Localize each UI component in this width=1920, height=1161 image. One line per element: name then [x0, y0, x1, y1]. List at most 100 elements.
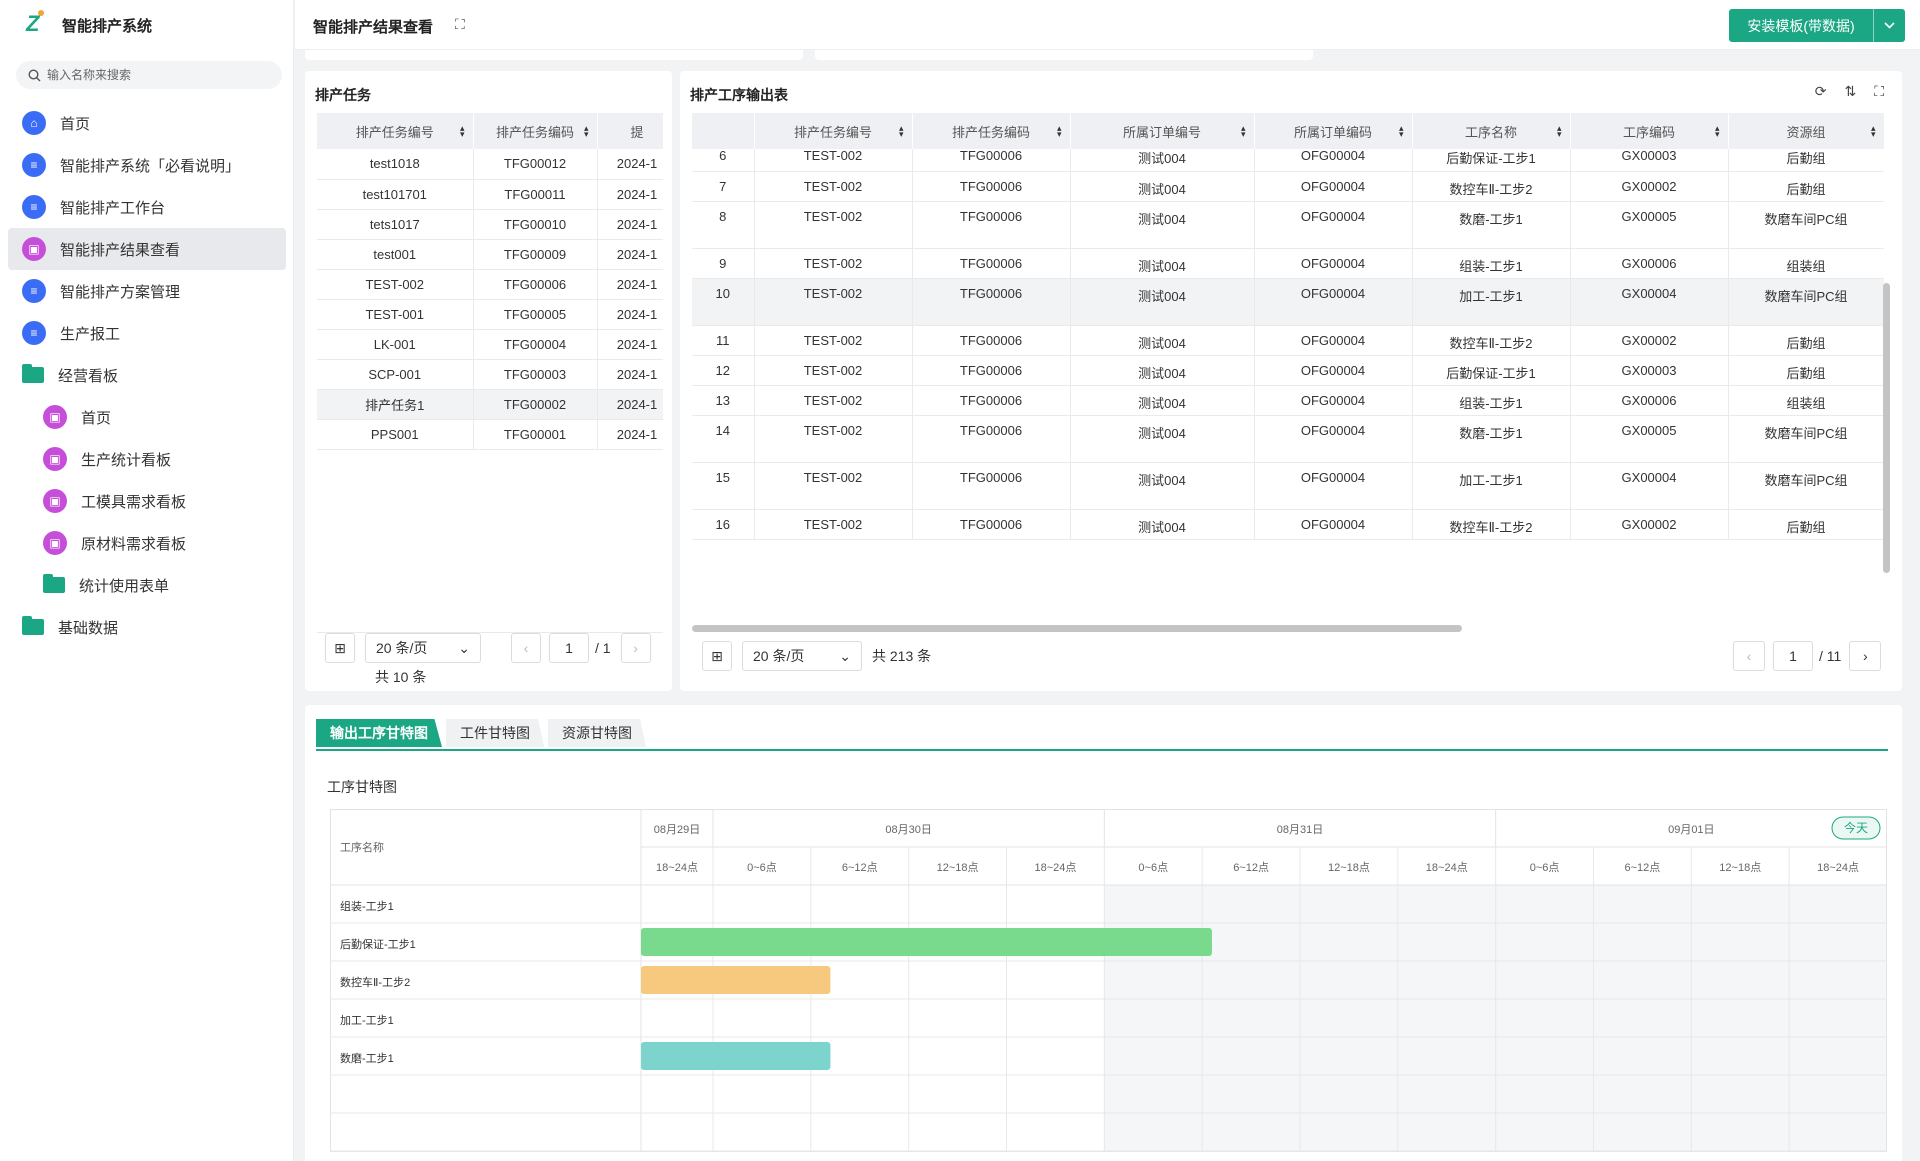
sidebar-item-10[interactable]: ▣ 原材料需求看板	[8, 522, 286, 564]
sidebar-item-1[interactable]: ≡ 智能排产系统「必看说明」	[8, 144, 286, 186]
next-page-button[interactable]: ›	[620, 633, 651, 663]
column-settings-icon[interactable]: ⊞	[325, 633, 355, 663]
table-cell: 后勤组	[1728, 149, 1884, 172]
sort-icon[interactable]: ▴ ▾	[898, 123, 904, 139]
sidebar-item-0[interactable]: ⌂ 首页	[8, 102, 286, 144]
screen-icon: ▣	[43, 531, 67, 555]
output-column-header[interactable]: 资源组 ▴ ▾	[1728, 113, 1885, 149]
sidebar-item-5[interactable]: ≡ 生产报工	[8, 312, 286, 354]
table-row[interactable]: 14 TEST-002 TFG00006 测试004 OFG00004 数磨-工步1 GX0…	[692, 415, 1884, 463]
table-row[interactable]: PPS001 TFG00001 2024-1	[317, 419, 663, 450]
table-row[interactable]: 13 TEST-002 TFG00006 测试004 OFG00004 组装-工步1 GX0…	[692, 385, 1884, 416]
table-row[interactable]: 10 TEST-002 TFG00006 测试004 OFG00004 加工-工步1 GX0…	[692, 278, 1884, 326]
table-row[interactable]: 16 TEST-002 TFG00006 测试004 OFG00004 数控车Ⅱ-工步2 G…	[692, 509, 1884, 540]
output-page-input[interactable]: 1	[1773, 641, 1813, 671]
chevron-down-icon[interactable]	[1873, 9, 1905, 42]
tasks-column-header[interactable]: 排产任务编码 ▴ ▾	[473, 113, 598, 149]
screen-icon: ▣	[43, 405, 67, 429]
table-cell: 组装-工步1	[1412, 248, 1571, 279]
sidebar-item-label: 智能排产系统「必看说明」	[60, 157, 241, 175]
tasks-page-size-select[interactable]: 20 条/页 ⌄	[365, 633, 481, 663]
table-row[interactable]: TEST-002 TFG00006 2024-1	[317, 269, 663, 300]
table-row[interactable]: TEST-001 TFG00005 2024-1	[317, 299, 663, 330]
output-column-header[interactable]: 排产任务编码 ▴ ▾	[912, 113, 1071, 149]
table-row[interactable]: SCP-001 TFG00003 2024-1	[317, 359, 663, 390]
table-row[interactable]: 15 TEST-002 TFG00006 测试004 OFG00004 加工-工步1 GX0…	[692, 462, 1884, 510]
sidebar-item-2[interactable]: ≡ 智能排产工作台	[8, 186, 286, 228]
sort-icon[interactable]: ▴ ▾	[1398, 123, 1404, 139]
sidebar-item-7[interactable]: ▣ 首页	[8, 396, 286, 438]
column-height-icon[interactable]: ⇅	[1844, 83, 1857, 99]
table-cell: GX00004	[1570, 462, 1729, 510]
output-column-header[interactable]: 所属订单编码 ▴ ▾	[1254, 113, 1413, 149]
table-cell: 数磨车间PC组	[1728, 201, 1884, 249]
search-input[interactable]	[47, 68, 267, 82]
prev-page-button[interactable]: ‹	[511, 633, 541, 663]
table-row[interactable]: LK-001 TFG00004 2024-1	[317, 329, 663, 360]
today-button[interactable]	[1831, 816, 1881, 840]
tasks-column-header[interactable]: 排产任务编号 ▴ ▾	[317, 113, 474, 149]
table-row[interactable]: 9 TEST-002 TFG00006 测试004 OFG00004 组装-工步1 GX00…	[692, 248, 1884, 279]
fullscreen-icon[interactable]: ⛶	[455, 16, 465, 32]
table-row[interactable]: test001 TFG00009 2024-1	[317, 239, 663, 270]
table-cell: 测试004	[1070, 415, 1255, 463]
sort-icon[interactable]: ▴ ▾	[583, 123, 589, 139]
table-cell: TFG00006	[912, 201, 1071, 249]
horizontal-scrollbar[interactable]	[692, 625, 1462, 632]
sidebar-item-6[interactable]: 经营看板	[8, 354, 286, 396]
output-column-header[interactable]: 工序编码 ▴ ▾	[1570, 113, 1729, 149]
tasks-page-input[interactable]: 1	[549, 633, 589, 663]
sidebar-item-11[interactable]: 统计使用表单	[8, 564, 286, 606]
sidebar-item-3[interactable]: ▣ 智能排产结果查看	[8, 228, 286, 270]
screen-icon: ▣	[43, 447, 67, 471]
prev-page-button[interactable]: ‹	[1733, 641, 1765, 671]
doc-icon: ≡	[22, 279, 46, 303]
gantt-tab[interactable]: 工件甘特图	[446, 719, 544, 747]
table-row[interactable]: test101701 TFG00011 2024-1	[317, 179, 663, 210]
table-row[interactable]: 排产任务1 TFG00002 2024-1	[317, 389, 663, 420]
sidebar-item-label: 生产报工	[60, 325, 121, 343]
table-row[interactable]: 12 TEST-002 TFG00006 测试004 OFG00004 后勤保证-工步1 G…	[692, 355, 1884, 386]
table-row[interactable]: 6 TEST-002 TFG00006 测试004 OFG00004 后勤保证-工步1 GX…	[692, 149, 1884, 172]
table-cell: TEST-002	[754, 415, 913, 463]
vertical-scrollbar[interactable]	[1883, 283, 1890, 573]
refresh-icon[interactable]: ⟳	[1814, 83, 1827, 99]
table-row[interactable]: 11 TEST-002 TFG00006 测试004 OFG00004 数控车Ⅱ-工步2 G…	[692, 325, 1884, 356]
table-row[interactable]: 7 TEST-002 TFG00006 测试004 OFG00004 数控车Ⅱ-工步2 GX…	[692, 171, 1884, 202]
table-row[interactable]: test1018 TFG00012 2024-1	[317, 149, 663, 180]
table-cell: TEST-002	[754, 385, 913, 416]
sort-icon[interactable]: ▴ ▾	[1870, 123, 1876, 139]
sidebar-item-4[interactable]: ≡ 智能排产方案管理	[8, 270, 286, 312]
gantt-tab[interactable]: 资源甘特图	[548, 719, 646, 747]
column-header-label: 排产任务编号	[793, 124, 872, 140]
sort-icon[interactable]: ▴ ▾	[459, 123, 465, 139]
install-template-button[interactable]: 安装模板(带数据)	[1729, 9, 1905, 42]
sidebar-item-9[interactable]: ▣ 工模具需求看板	[8, 480, 286, 522]
table-row[interactable]: 8 TEST-002 TFG00006 测试004 OFG00004 数磨-工步1 GX00…	[692, 201, 1884, 249]
sort-icon[interactable]: ▴ ▾	[1056, 123, 1062, 139]
sort-icon[interactable]: ▴ ▾	[1556, 123, 1562, 139]
output-column-header[interactable]: 工序名称 ▴ ▾	[1412, 113, 1571, 149]
sidebar-item-12[interactable]: 基础数据	[8, 606, 286, 648]
table-cell: 测试004	[1070, 201, 1255, 249]
output-column-header[interactable]: 排产任务编号 ▴ ▾	[754, 113, 913, 149]
sort-icon[interactable]: ▴ ▾	[1714, 123, 1720, 139]
table-row[interactable]: tets1017 TFG00010 2024-1	[317, 209, 663, 240]
gantt-slot-label: 18~24点	[656, 861, 698, 874]
gantt-row-header: 工序名称	[340, 840, 384, 854]
table-cell: 数控车Ⅱ-工步2	[1412, 509, 1571, 540]
sidebar-search[interactable]	[16, 61, 282, 89]
sort-icon[interactable]: ▴ ▾	[1240, 123, 1246, 139]
output-column-header[interactable]	[692, 113, 755, 149]
table-cell: GX00002	[1570, 171, 1729, 202]
output-page-size-select[interactable]: 20 条/页 ⌄	[742, 641, 862, 671]
sidebar-item-8[interactable]: ▣ 生产统计看板	[8, 438, 286, 480]
table-cell: GX00006	[1570, 248, 1729, 279]
fullscreen-icon[interactable]: ⛶	[1874, 83, 1884, 99]
tasks-column-header[interactable]: 提	[597, 113, 663, 149]
gantt-tab[interactable]: 输出工序甘特图	[316, 719, 442, 747]
output-column-header[interactable]: 所属订单编号 ▴ ▾	[1070, 113, 1255, 149]
table-cell: TEST-001	[317, 299, 474, 330]
next-page-button[interactable]: ›	[1849, 641, 1882, 671]
column-settings-icon[interactable]: ⊞	[702, 641, 732, 671]
